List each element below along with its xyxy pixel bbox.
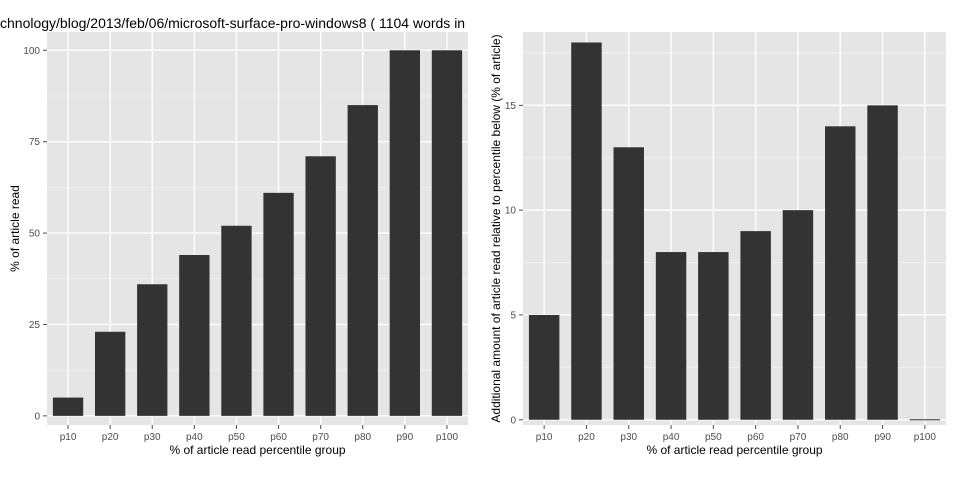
bar-left-p100: [431, 50, 463, 416]
left-x-tick-label-p20: p20: [102, 432, 119, 443]
right-x-tick-label-p80: p80: [832, 432, 849, 443]
bar-right-p30: [613, 147, 644, 420]
left-y-tick-label: 100: [23, 46, 40, 57]
bar-right-p60: [740, 231, 771, 420]
bar-left-p20: [94, 331, 126, 416]
bar-right-p20: [571, 42, 602, 420]
right-x-tick-label-p40: p40: [663, 432, 680, 443]
left-x-tick-label-p100: p100: [436, 432, 459, 443]
right-x-tick-label-p10: p10: [536, 432, 553, 443]
right-x-tick-label-p60: p60: [747, 432, 764, 443]
bar-right-p40: [655, 252, 687, 420]
left-x-ticks: p10 p20 p30 p40 p50 p60 p70 p80 p90 p100: [60, 425, 459, 443]
bar-left-p40: [179, 255, 210, 416]
left-y-axis-title: % of article read: [8, 185, 22, 272]
left-x-axis-title: % of article read percentile group: [169, 443, 345, 457]
right-x-tick-label-p90: p90: [874, 432, 891, 443]
right-chart-panel: 0 5 10 15 p10 p20 p30 p40 p50 p60 p70 p80 p90 p100 %…: [489, 32, 946, 457]
bar-left-p60: [263, 192, 294, 416]
left-x-tick-label-p30: p30: [144, 432, 161, 443]
left-x-tick-label-p10: p10: [60, 432, 77, 443]
left-x-tick-label-p60: p60: [270, 432, 287, 443]
bar-right-p80: [825, 126, 856, 420]
bar-left-p10: [52, 397, 84, 416]
left-x-tick-label-p50: p50: [228, 432, 245, 443]
right-y-tick-label: 5: [510, 310, 516, 321]
right-x-tick-label-p30: p30: [620, 432, 637, 443]
left-y-tick-label: 50: [29, 229, 41, 240]
right-x-ticks: p10 p20 p30 p40 p50 p60 p70 p80 p90 p100: [536, 425, 937, 443]
right-x-tick-label-p20: p20: [578, 432, 595, 443]
right-y-ticks: 0 5 10 15: [505, 101, 523, 426]
right-y-axis-title: Additional amount of article read relati…: [489, 34, 503, 422]
left-y-tick-label: 75: [29, 137, 41, 148]
bar-right-p100: [909, 419, 941, 421]
left-x-tick-label-p90: p90: [397, 432, 414, 443]
left-x-tick-label-p40: p40: [186, 432, 203, 443]
bar-right-p50: [698, 252, 729, 420]
bar-right-p10: [528, 314, 560, 420]
left-bars: [52, 50, 463, 416]
right-y-tick-label: 10: [505, 206, 517, 217]
bar-left-p30: [137, 284, 168, 416]
left-y-ticks: 0 25 50 75 100: [23, 46, 47, 422]
right-y-tick-label: 0: [510, 415, 516, 426]
bar-left-p80: [347, 105, 378, 416]
left-y-tick-label: 0: [34, 411, 40, 422]
bar-left-p70: [305, 156, 336, 416]
bar-right-p70: [782, 210, 814, 420]
right-x-tick-label-p50: p50: [705, 432, 722, 443]
right-x-axis-title: % of article read percentile group: [646, 443, 822, 457]
right-bars: [528, 42, 941, 421]
left-y-tick-label: 25: [29, 320, 41, 331]
left-x-tick-label-p70: p70: [312, 432, 329, 443]
right-x-tick-label-p100: p100: [914, 432, 937, 443]
right-y-tick-label: 15: [505, 101, 517, 112]
bar-left-p50: [221, 225, 252, 416]
left-x-tick-label-p80: p80: [354, 432, 371, 443]
bar-left-p90: [389, 50, 421, 416]
bar-right-p90: [867, 105, 898, 420]
right-x-tick-label-p70: p70: [790, 432, 807, 443]
left-chart-title: chnology/blog/2013/feb/06/microsoft-surf…: [0, 15, 465, 31]
